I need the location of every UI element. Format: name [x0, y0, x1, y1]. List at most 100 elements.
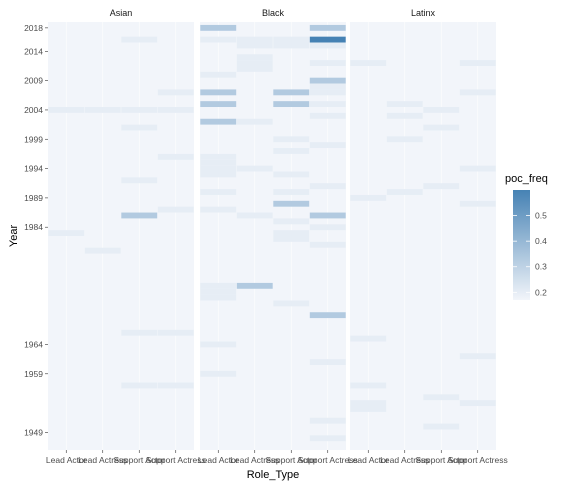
y-tick-label: 1959 [24, 369, 43, 379]
heatmap-cell [236, 65, 273, 72]
y-tick-label: 2018 [24, 23, 43, 33]
y-tick-label: 1949 [24, 427, 43, 437]
heatmap-cell [84, 247, 121, 254]
heatmap-cell [350, 400, 387, 407]
heatmap-cell [157, 89, 194, 96]
color-legend: poc_freq 0.2 0.3 0.4 0.5 [505, 173, 548, 300]
heatmap-cell [459, 200, 496, 207]
heatmap-cell [309, 417, 346, 424]
heatmap-cell [386, 136, 423, 143]
heatmap-cell [236, 165, 273, 172]
heatmap-cell [200, 101, 237, 108]
heatmap-cell [157, 107, 194, 113]
x-tick-label: Support Actor [265, 455, 317, 465]
heatmap-cell [200, 118, 237, 125]
heatmap-cell [121, 382, 158, 389]
heatmap-cell [200, 294, 237, 301]
heatmap-cell [459, 400, 496, 407]
heatmap-cell [350, 60, 387, 66]
heatmap-cell [309, 224, 346, 231]
heatmap-cell [236, 282, 273, 289]
x-tick-label: Lead Actor [348, 455, 389, 465]
heatmap-cell [121, 212, 158, 219]
heatmap-cell [48, 107, 85, 113]
heatmap-cell [309, 212, 346, 219]
heatmap-cell [309, 36, 346, 43]
y-axis-title: Year [8, 225, 20, 248]
heatmap-cell [236, 60, 273, 66]
facet-panels [48, 22, 496, 450]
heatmap-cell [273, 236, 310, 242]
heatmap-cell [309, 101, 346, 108]
heatmap-cell [157, 206, 194, 213]
heatmap-cell [309, 435, 346, 442]
legend-tick-label: 0.3 [535, 262, 547, 272]
legend-colorbar [513, 190, 530, 300]
y-tick-label: 1999 [24, 134, 43, 144]
facet-label-latinx: Latinx [411, 8, 436, 18]
heatmap-cell [423, 423, 460, 430]
heatmap-cell [157, 153, 194, 160]
x-tick-label: Support Actress [448, 455, 508, 465]
heatmap-cell [200, 341, 237, 348]
heatmap-cell [423, 394, 460, 401]
heatmap-cell [386, 189, 423, 195]
heatmap-cell [350, 382, 387, 389]
y-tick-label: 2009 [24, 76, 43, 86]
x-tick-label: Lead Actor [46, 455, 87, 465]
heatmap-cell [200, 159, 237, 166]
heatmap-cell [273, 101, 310, 108]
heatmap-cell [309, 359, 346, 365]
heatmap-cell [309, 241, 346, 248]
heatmap-cell [157, 329, 194, 336]
x-tick-label: Support Actor [113, 455, 165, 465]
x-tick-label: Support Actress [146, 455, 206, 465]
heatmap-cell [386, 101, 423, 108]
heatmap-cell [309, 42, 346, 49]
heatmap-cell [236, 212, 273, 219]
heatmap-cell [423, 124, 460, 131]
heatmap-cell [236, 42, 273, 49]
y-tick-label: 1994 [24, 164, 43, 174]
legend-ticks: 0.2 0.3 0.4 0.5 [513, 211, 547, 297]
heatmap-cell [273, 171, 310, 178]
heatmap-cell [200, 171, 237, 178]
heatmap-cell [200, 89, 237, 96]
facet-label-black: Black [262, 8, 285, 18]
heatmap-cell [48, 230, 85, 236]
heatmap-cell [200, 206, 237, 213]
x-tick-label: Lead Actor [198, 455, 239, 465]
heatmap-cell [200, 370, 237, 377]
facet-strips: Asian Black Latinx [110, 8, 436, 18]
heatmap-cell [121, 124, 158, 131]
heatmap-cell [121, 177, 158, 184]
heatmap-cell [459, 60, 496, 66]
heatmap-cell [273, 136, 310, 143]
x-tick-label: Lead Actress [78, 455, 127, 465]
heatmap-cell [121, 36, 158, 43]
heatmap-cell [200, 282, 237, 289]
heatmap-cell [121, 329, 158, 336]
heatmap-cell [423, 183, 460, 190]
x-tick-label: Support Actress [298, 455, 358, 465]
heatmap-cell [236, 36, 273, 43]
heatmap-cell [309, 24, 346, 31]
x-tick-label: Support Actor [415, 455, 467, 465]
heatmap-cells [48, 24, 496, 442]
heatmap-cell [273, 36, 310, 43]
y-tick-label: 2014 [24, 46, 43, 56]
heatmap-cell [273, 300, 310, 307]
heatmap-cell [200, 24, 237, 31]
heatmap-cell [423, 107, 460, 113]
heatmap-cell [200, 288, 237, 295]
heatmap-cell [200, 36, 237, 43]
heatmap-cell [350, 335, 387, 342]
heatmap-cell [309, 112, 346, 119]
heatmap-cell [273, 218, 310, 225]
y-tick-label: 1964 [24, 339, 43, 349]
heatmap-cell [236, 118, 273, 125]
y-tick-label: 1989 [24, 193, 43, 203]
x-tick-label: Lead Actress [230, 455, 279, 465]
